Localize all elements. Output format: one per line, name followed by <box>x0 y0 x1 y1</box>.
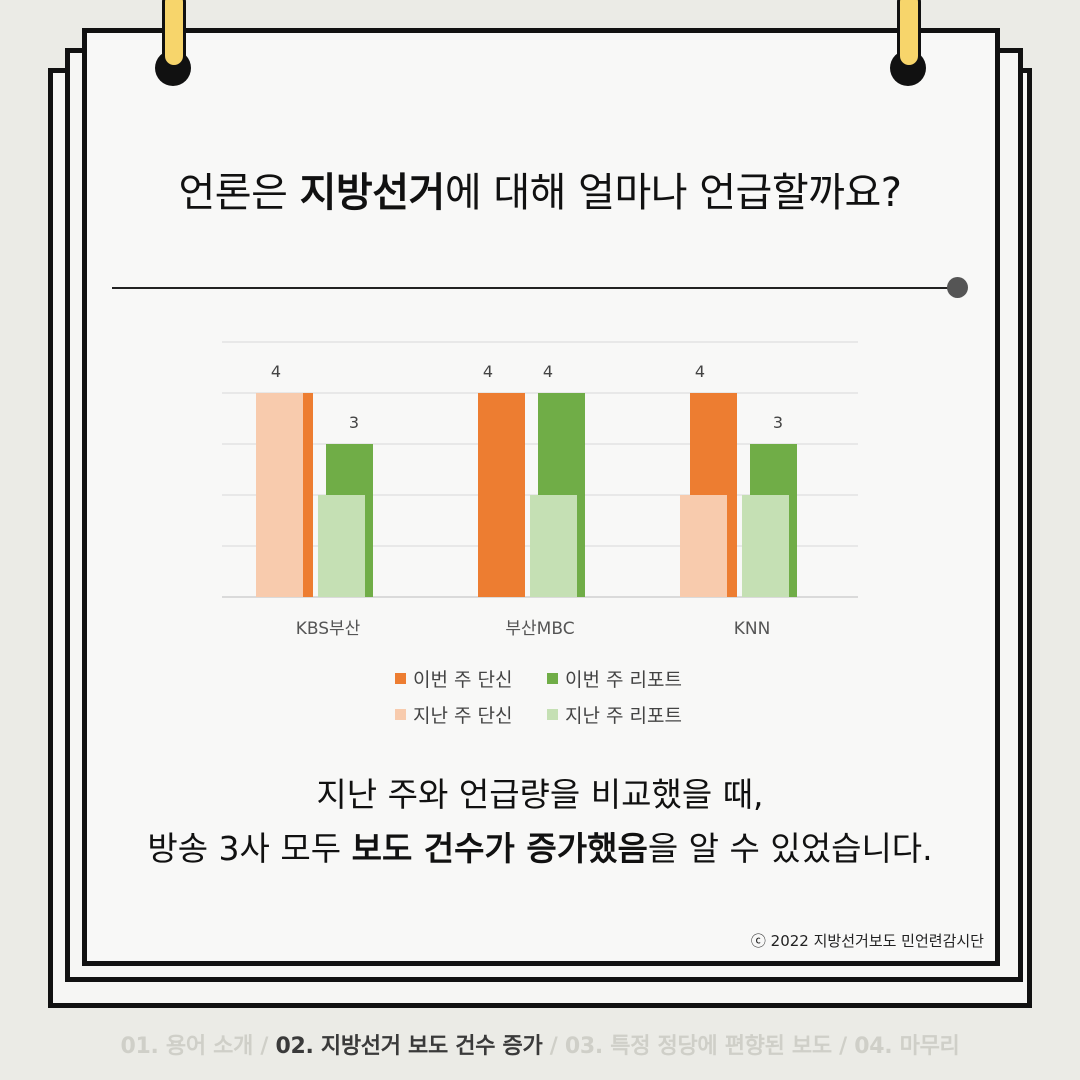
section-navigation: 01. 용어 소개 / 02. 지방선거 보도 건수 증가 / 03. 특정 정… <box>0 1028 1080 1060</box>
divider-dot <box>947 277 968 298</box>
chart-legend: 이번 주 단신 이번 주 리포트 지난 주 단신 지난 주 리포트 <box>395 660 725 732</box>
data-label: 3 <box>349 413 359 432</box>
title-highlight: 지방선거 <box>299 170 446 216</box>
legend-swatch <box>547 708 558 720</box>
nav-sections-after: / 03. 특정 정당에 편향된 보도 / 04. 마무리 <box>542 1034 960 1059</box>
data-label: 4 <box>695 362 705 381</box>
legend-swatch <box>547 672 558 684</box>
summary-highlight: 보도 건수가 증가했음 <box>351 829 648 868</box>
title-suffix: 에 대해 얼마나 언급할까요? <box>444 170 902 216</box>
legend-swatch <box>395 672 406 684</box>
legend-label: 이번 주 단신 <box>413 668 513 691</box>
legend-item: 이번 주 단신 <box>395 665 547 692</box>
copyright-notice: ⓒ 2022 지방선거보도 민언련감시단 <box>750 932 984 950</box>
legend-swatch <box>395 708 406 720</box>
bar-last-week-report <box>530 495 577 597</box>
title-prefix: 언론은 <box>178 170 300 216</box>
summary-text: 지난 주와 언급량을 비교했을 때, 방송 3사 모두 보도 건수가 증가했음을… <box>80 768 1000 876</box>
binder-ring-right-icon <box>890 0 930 92</box>
category-label: KNN <box>734 619 771 639</box>
title-divider <box>112 287 957 289</box>
binder-ring-left-icon <box>155 0 195 92</box>
summary-suffix: 을 알 수 있었습니다. <box>647 829 933 868</box>
nav-sections-before: 01. 용어 소개 / <box>120 1034 276 1059</box>
bar-chart: KBS부산 부산MBC KNN 4 3 4 4 4 3 <box>222 341 858 639</box>
summary-prefix: 방송 3사 모두 <box>147 829 352 868</box>
nav-current-section: 02. 지방선거 보도 건수 증가 <box>275 1034 543 1059</box>
data-label: 4 <box>483 362 493 381</box>
legend-label: 지난 주 단신 <box>413 704 513 727</box>
data-label: 4 <box>543 362 553 381</box>
bar-last-week-brief <box>256 393 303 597</box>
legend-label: 이번 주 리포트 <box>565 668 682 691</box>
bar-last-week-report <box>318 495 365 597</box>
data-label: 4 <box>271 362 281 381</box>
bar-last-week-brief <box>680 495 727 597</box>
legend-item: 지난 주 단신 <box>395 701 547 728</box>
data-label: 3 <box>773 413 783 432</box>
category-label: KBS부산 <box>296 619 361 639</box>
category-label: 부산MBC <box>505 619 574 639</box>
bar-this-week-brief <box>478 393 525 597</box>
summary-line-1: 지난 주와 언급량을 비교했을 때, <box>316 775 764 814</box>
legend-item: 지난 주 리포트 <box>547 701 699 728</box>
summary-line-2: 방송 3사 모두 보도 건수가 증가했음을 알 수 있었습니다. <box>80 822 1000 876</box>
legend-label: 지난 주 리포트 <box>565 704 682 727</box>
legend-item: 이번 주 리포트 <box>547 665 699 692</box>
bar-last-week-report <box>742 495 789 597</box>
page-title: 언론은 지방선거에 대해 얼마나 언급할까요? <box>100 160 980 218</box>
